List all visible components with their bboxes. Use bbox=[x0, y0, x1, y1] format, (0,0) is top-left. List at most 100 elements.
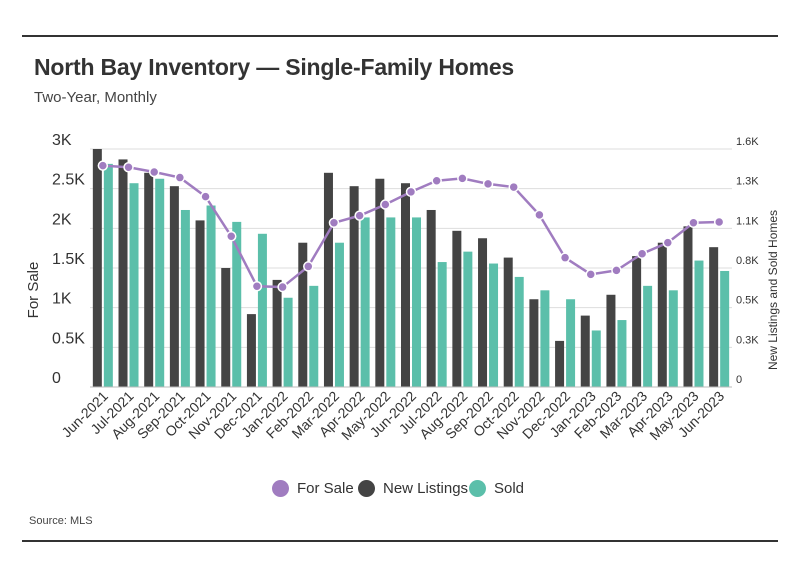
bar-new-listings bbox=[246, 314, 256, 387]
y-tick-label: 0.5K bbox=[52, 330, 85, 347]
bar-sold bbox=[386, 217, 396, 387]
legend-swatch-sold bbox=[469, 480, 486, 497]
bar-sold bbox=[463, 251, 473, 387]
legend: For Sale New Listings Sold bbox=[0, 480, 801, 502]
point-for-sale bbox=[354, 210, 365, 221]
legend-label-for-sale: For Sale bbox=[297, 480, 354, 497]
point-for-sale bbox=[174, 172, 186, 183]
point-for-sale bbox=[457, 173, 468, 184]
bar-sold bbox=[643, 285, 653, 387]
point-for-sale bbox=[251, 280, 263, 292]
bar-new-listings bbox=[683, 226, 693, 387]
y2-tick-label: 0 bbox=[736, 374, 742, 386]
bar-new-listings bbox=[195, 220, 205, 387]
bar-new-listings bbox=[580, 315, 590, 387]
legend-item-new-listings[interactable]: New Listings bbox=[358, 480, 468, 497]
bar-sold bbox=[591, 330, 601, 387]
bar-new-listings bbox=[118, 159, 128, 387]
bar-new-listings bbox=[144, 172, 154, 387]
y-tick-label: 0 bbox=[52, 370, 61, 387]
bar-sold bbox=[155, 178, 165, 387]
bar-new-listings bbox=[169, 186, 179, 387]
bar-sold bbox=[360, 217, 370, 387]
y2-tick-label: 0.8K bbox=[736, 255, 759, 267]
bar-sold bbox=[694, 260, 704, 387]
point-for-sale bbox=[482, 178, 494, 190]
bar-new-listings bbox=[375, 178, 385, 387]
point-for-sale bbox=[636, 248, 648, 259]
bar-sold bbox=[257, 233, 267, 387]
bar-new-listings bbox=[709, 247, 719, 387]
point-for-sale bbox=[431, 175, 442, 186]
point-for-sale bbox=[380, 199, 391, 210]
bar-sold bbox=[540, 290, 550, 387]
bar-new-listings bbox=[452, 230, 462, 387]
bar-sold bbox=[232, 221, 242, 387]
source-note: Source: MLS bbox=[29, 515, 93, 527]
bar-new-listings bbox=[221, 268, 231, 387]
bar-new-listings bbox=[426, 209, 436, 387]
point-for-sale bbox=[662, 237, 674, 248]
legend-item-for-sale[interactable]: For Sale bbox=[272, 480, 354, 497]
bar-new-listings bbox=[323, 172, 333, 387]
legend-swatch-for-sale bbox=[272, 480, 289, 497]
bar-new-listings bbox=[529, 299, 539, 387]
y2-tick-label: 0.5K bbox=[736, 295, 759, 307]
legend-item-sold[interactable]: Sold bbox=[469, 480, 524, 497]
bar-sold bbox=[334, 242, 344, 387]
point-for-sale bbox=[405, 186, 417, 198]
point-for-sale bbox=[328, 217, 340, 229]
point-for-sale bbox=[277, 281, 288, 293]
point-for-sale bbox=[688, 217, 699, 229]
bar-sold bbox=[180, 209, 190, 387]
point-for-sale bbox=[200, 191, 211, 202]
point-for-sale bbox=[611, 265, 622, 276]
point-for-sale bbox=[713, 216, 725, 228]
point-for-sale bbox=[559, 252, 571, 263]
bar-new-listings bbox=[349, 186, 359, 387]
bar-new-listings bbox=[298, 242, 308, 387]
bar-sold bbox=[437, 262, 447, 387]
y-tick-label: 1K bbox=[52, 291, 72, 308]
bar-sold bbox=[129, 183, 139, 387]
line-for-sale bbox=[102, 164, 720, 289]
legend-label-new-listings: New Listings bbox=[383, 480, 469, 497]
bar-new-listings bbox=[272, 279, 282, 387]
bar-new-listings bbox=[555, 340, 565, 387]
y2-tick-label: 1.1K bbox=[736, 215, 759, 227]
chart-title: North Bay Inventory — Single-Family Home… bbox=[34, 54, 515, 80]
bar-new-listings bbox=[503, 257, 513, 387]
y-tick-label: 3K bbox=[52, 132, 72, 149]
bar-new-listings bbox=[478, 238, 488, 387]
bar-sold bbox=[309, 285, 319, 387]
bar-new-listings bbox=[632, 256, 642, 387]
bar-new-listings bbox=[657, 242, 667, 387]
y-tick-label: 1.5K bbox=[52, 251, 85, 268]
y-tick-label: 2K bbox=[52, 211, 72, 228]
legend-swatch-new-listings bbox=[358, 480, 375, 497]
y2-tick-label: 1.6K bbox=[736, 136, 759, 148]
y-tick-label: 2.5K bbox=[52, 172, 85, 189]
bar-sold bbox=[514, 276, 524, 387]
chart-subtitle: Two-Year, Monthly bbox=[34, 89, 157, 106]
bar-sold bbox=[283, 297, 293, 387]
y2-tick-label: 1.3K bbox=[736, 176, 759, 188]
point-for-sale bbox=[585, 269, 597, 280]
bar-sold bbox=[720, 270, 730, 387]
bar-sold bbox=[668, 290, 678, 387]
y-axis-title: For Sale bbox=[25, 262, 42, 319]
point-for-sale bbox=[123, 161, 134, 173]
bar-sold bbox=[412, 217, 421, 387]
bar-new-listings bbox=[92, 149, 102, 387]
point-for-sale bbox=[97, 160, 109, 171]
bar-sold bbox=[566, 299, 576, 387]
y2-axis-title: New Listings and Sold Homes bbox=[766, 210, 780, 370]
point-for-sale bbox=[148, 166, 160, 178]
y2-tick-label: 0.3K bbox=[736, 334, 759, 346]
point-for-sale bbox=[303, 261, 314, 272]
bar-sold bbox=[489, 263, 499, 387]
point-for-sale bbox=[534, 209, 545, 221]
bar-new-listings bbox=[606, 294, 616, 387]
bar-sold bbox=[617, 320, 627, 387]
